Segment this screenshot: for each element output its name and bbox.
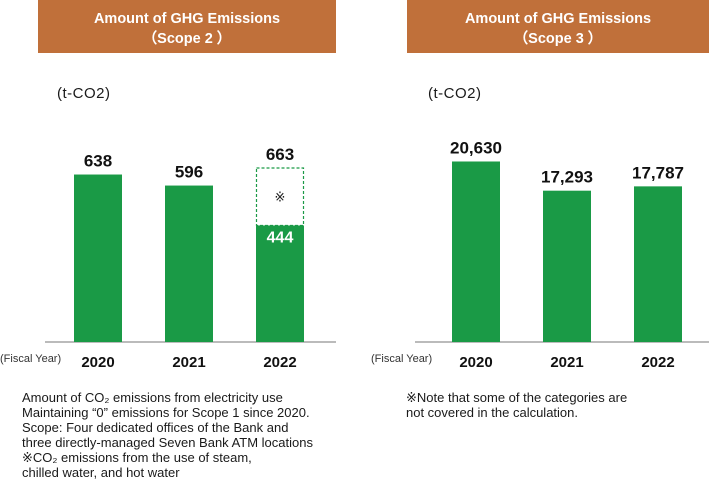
x-axis-title-scope2: (Fiscal Year) bbox=[0, 353, 62, 365]
total-label: 663 bbox=[266, 145, 294, 164]
note-line: Maintaining “0” emissions for Scope 1 si… bbox=[22, 405, 310, 420]
unit-label-scope3: (t-CO2) bbox=[428, 85, 482, 102]
data-label: 638 bbox=[84, 152, 112, 171]
data-label: 20,630 bbox=[450, 138, 502, 157]
notes-scope3: ※Note that some of the categories are no… bbox=[406, 390, 627, 420]
chart-subtitle: （Scope 2 ） bbox=[142, 31, 232, 47]
note-line: ※Note that some of the categories are bbox=[406, 390, 628, 405]
data-label: 17,293 bbox=[541, 168, 593, 187]
bar bbox=[165, 185, 213, 342]
note-line: Scope: Four dedicated offices of the Ban… bbox=[22, 420, 289, 435]
note-line: chilled water, and hot water bbox=[22, 465, 180, 480]
unit-label-scope2: (t-CO2) bbox=[57, 85, 111, 102]
x-axis-title-scope3: (Fiscal Year) bbox=[371, 353, 433, 365]
data-label: 596 bbox=[175, 163, 203, 182]
chart-title: Amount of GHG Emissions bbox=[464, 11, 652, 27]
x-tick-label: 2020 bbox=[459, 354, 492, 371]
x-tick-label: 2022 bbox=[263, 354, 296, 371]
chart-header-scope2: Amount of GHG Emissions （Scope 2 ） bbox=[38, 0, 336, 53]
asterisk-marker: ※ bbox=[275, 191, 286, 206]
bar bbox=[452, 161, 500, 342]
chart-title: Amount of GHG Emissions bbox=[93, 11, 281, 27]
note-line: three directly-managed Seven Bank ATM lo… bbox=[22, 435, 313, 450]
notes-scope2: Amount of CO₂ emissions from electricity… bbox=[22, 390, 313, 480]
x-tick-label: 2022 bbox=[641, 354, 674, 371]
data-label: 444 bbox=[267, 229, 294, 246]
chart-subtitle: （Scope 3 ） bbox=[513, 31, 603, 47]
data-label: 17,787 bbox=[632, 163, 684, 182]
note-line: Amount of CO₂ emissions from electricity… bbox=[22, 390, 283, 405]
stacked-segment bbox=[255, 167, 305, 227]
bar bbox=[256, 225, 304, 342]
x-tick-label: 2021 bbox=[550, 354, 583, 371]
x-tick-label: 2020 bbox=[81, 354, 114, 371]
x-tick-label: 2021 bbox=[172, 354, 205, 371]
note-line: not covered in the calculation. bbox=[406, 405, 578, 420]
bar bbox=[543, 190, 591, 342]
chart-header-scope3: Amount of GHG Emissions （Scope 3 ） bbox=[407, 0, 709, 53]
note-line: ※CO₂ emissions from the use of steam, bbox=[22, 450, 252, 465]
bar bbox=[634, 186, 682, 342]
bar bbox=[74, 174, 122, 342]
